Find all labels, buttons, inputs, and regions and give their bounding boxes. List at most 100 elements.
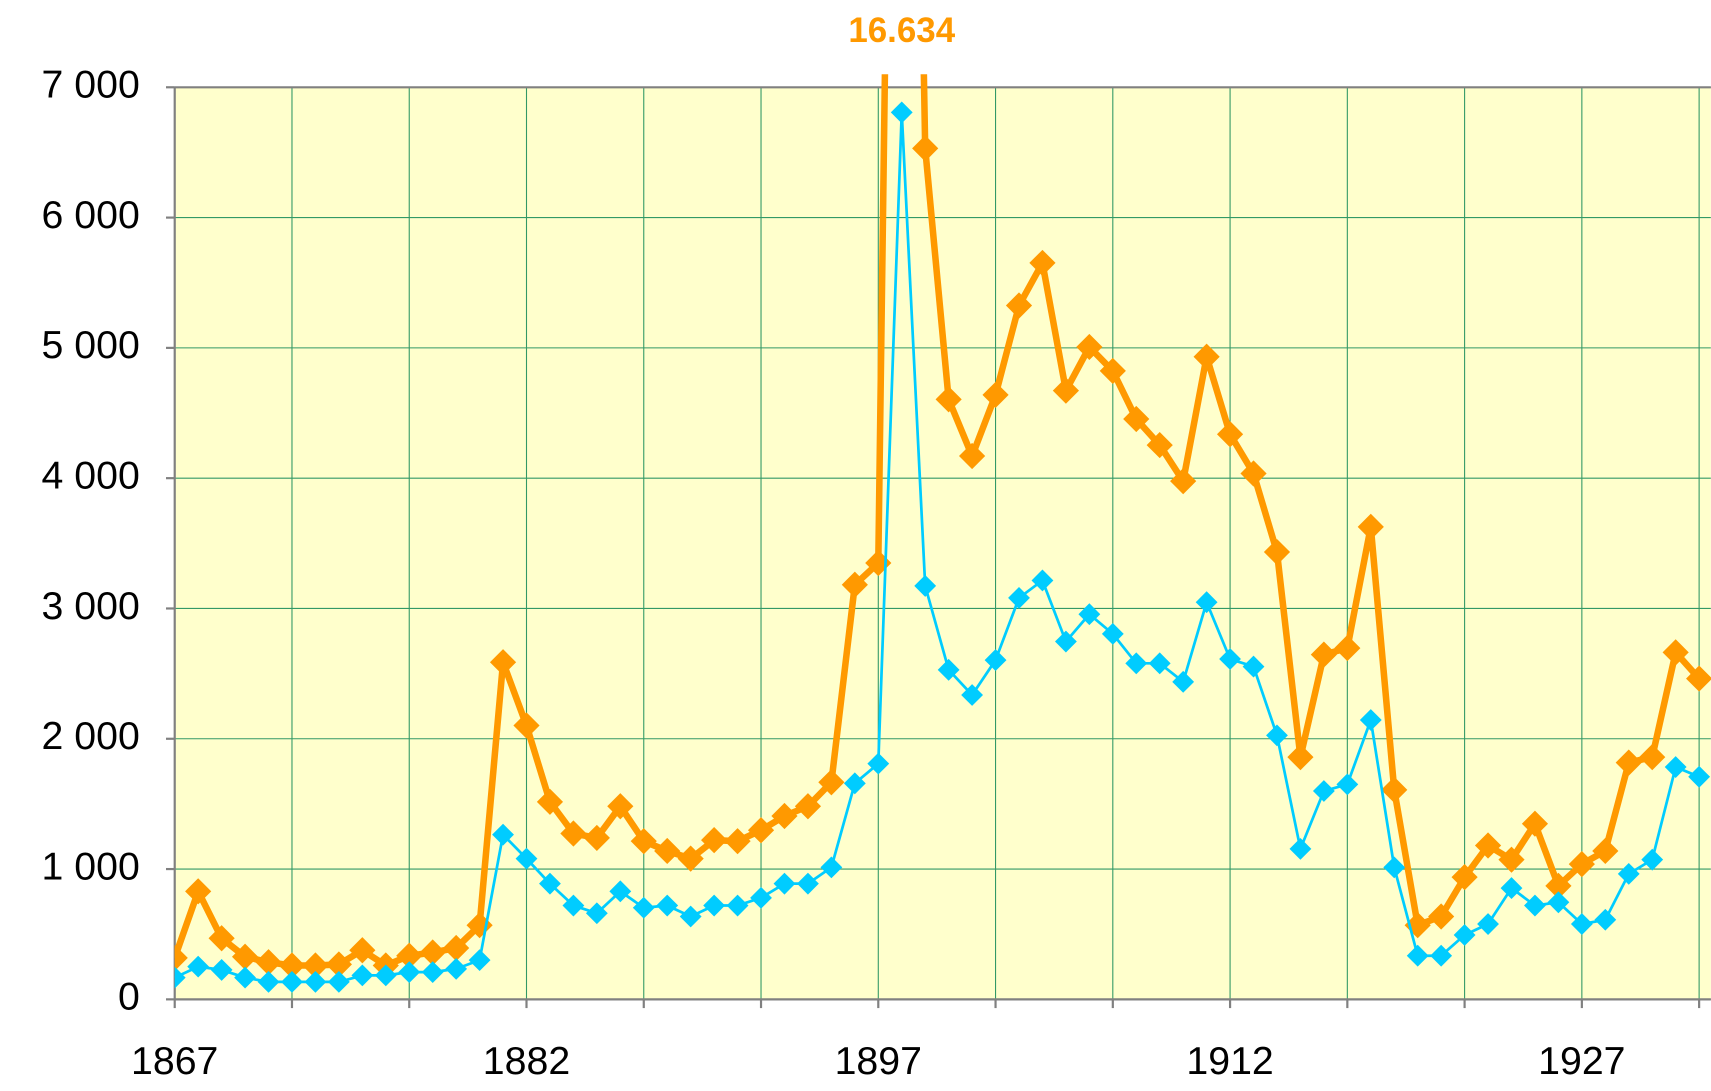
marker <box>1381 776 1408 803</box>
y-tick-label: 4 000 <box>42 454 140 498</box>
y-tick-label: 5 000 <box>42 323 140 367</box>
marker <box>1639 744 1666 771</box>
marker <box>302 952 329 979</box>
marker <box>656 894 679 917</box>
marker <box>1498 846 1525 873</box>
marker <box>867 752 890 775</box>
marker <box>1451 864 1478 891</box>
marker <box>1474 832 1502 859</box>
marker <box>351 964 374 987</box>
marker <box>1193 343 1220 370</box>
marker <box>583 824 610 852</box>
marker <box>174 966 186 989</box>
marker <box>984 649 1007 671</box>
marker <box>935 386 962 413</box>
marker <box>1242 655 1265 678</box>
marker <box>1592 837 1619 865</box>
marker <box>234 966 256 989</box>
marker <box>773 872 796 895</box>
marker <box>419 939 446 966</box>
marker <box>539 872 561 895</box>
marker <box>818 769 845 796</box>
y-tick-label: 1 000 <box>42 844 140 888</box>
marker <box>1615 749 1642 776</box>
marker <box>1170 468 1197 495</box>
marker <box>797 872 819 895</box>
marker <box>1334 634 1361 662</box>
marker <box>374 964 397 987</box>
marker <box>1524 894 1546 917</box>
marker <box>843 772 866 795</box>
marker <box>1570 913 1593 935</box>
marker <box>325 951 352 978</box>
marker <box>492 823 514 846</box>
marker <box>443 934 470 962</box>
marker <box>654 837 681 865</box>
marker <box>489 649 517 676</box>
marker <box>820 856 843 879</box>
marker <box>1686 665 1711 692</box>
marker <box>937 658 960 681</box>
marker <box>185 878 212 905</box>
marker <box>281 970 303 993</box>
marker <box>982 381 1009 409</box>
marker <box>210 958 233 981</box>
plot-area <box>174 74 1711 993</box>
marker <box>304 970 327 993</box>
marker <box>1359 709 1382 731</box>
marker <box>912 135 939 162</box>
marker <box>1289 837 1312 860</box>
marker <box>208 925 235 952</box>
marker <box>278 952 306 979</box>
data-label: 16.634 <box>848 11 955 50</box>
marker <box>890 101 913 124</box>
marker <box>174 944 188 972</box>
marker <box>841 571 868 598</box>
marker <box>609 880 632 903</box>
x-tick-label: 1882 <box>483 1039 570 1083</box>
marker <box>1406 944 1429 967</box>
marker <box>1219 648 1241 670</box>
marker <box>630 828 657 855</box>
marker <box>1123 405 1150 433</box>
marker <box>1336 773 1359 796</box>
marker <box>1383 856 1406 879</box>
marker <box>468 949 491 972</box>
y-tick-label: 3 000 <box>42 584 140 628</box>
marker <box>349 937 376 964</box>
marker <box>1310 641 1337 668</box>
x-tick-label: 1897 <box>835 1039 922 1083</box>
marker <box>585 902 608 925</box>
marker <box>1266 724 1288 747</box>
marker <box>632 896 655 919</box>
marker <box>1453 924 1476 946</box>
marker <box>679 905 702 928</box>
marker <box>396 942 423 969</box>
x-tick-label: 1912 <box>1186 1039 1273 1083</box>
marker <box>794 793 822 820</box>
marker <box>513 712 540 739</box>
marker <box>1521 810 1549 837</box>
marker <box>1312 780 1335 802</box>
marker <box>1101 622 1124 645</box>
marker <box>1662 639 1689 666</box>
marker <box>1008 587 1030 609</box>
marker <box>747 817 775 844</box>
marker <box>1287 744 1314 771</box>
marker <box>1545 872 1572 899</box>
marker <box>1216 421 1244 448</box>
marker <box>1240 460 1267 487</box>
marker <box>560 820 587 847</box>
marker <box>961 684 984 706</box>
y-tick-label: 0 <box>118 975 140 1019</box>
marker <box>1430 944 1453 967</box>
marker <box>1195 591 1218 614</box>
x-tick-label: 1867 <box>131 1039 218 1083</box>
marker <box>1099 357 1126 385</box>
marker <box>750 886 772 909</box>
plot-background <box>174 87 1711 1000</box>
x-tick-label: 1927 <box>1538 1039 1625 1083</box>
marker <box>1594 908 1617 931</box>
marker <box>1477 913 1499 935</box>
y-tick-label: 6 000 <box>42 193 140 237</box>
